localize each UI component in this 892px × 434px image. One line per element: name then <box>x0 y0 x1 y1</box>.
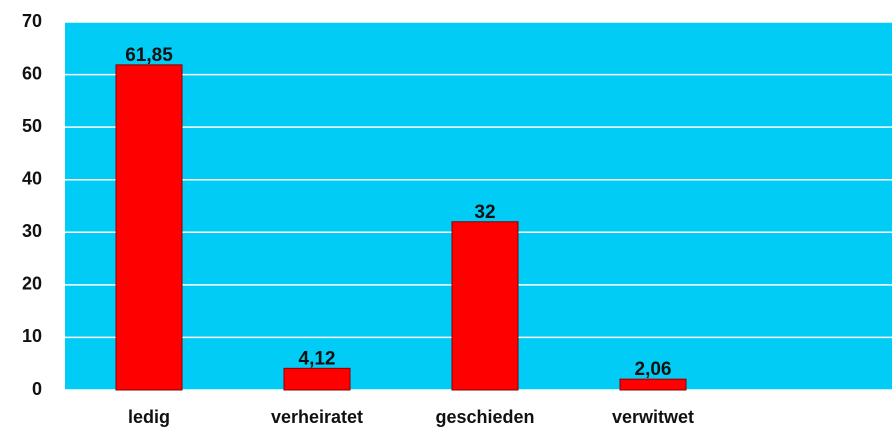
x-tick-label: ledig <box>128 407 170 427</box>
y-tick-label: 70 <box>22 11 42 31</box>
y-tick-label: 20 <box>22 274 42 294</box>
y-tick-label: 30 <box>22 221 42 241</box>
value-label: 2,06 <box>635 359 672 380</box>
x-tick-label: verheiratet <box>271 407 363 427</box>
y-tick-label: 0 <box>32 379 42 399</box>
y-tick-label: 60 <box>22 63 42 83</box>
bar <box>451 221 519 391</box>
bar <box>283 367 351 391</box>
x-tick-label: geschieden <box>435 407 534 427</box>
y-tick-label: 50 <box>22 116 42 136</box>
y-tick-label: 10 <box>22 326 42 346</box>
value-label: 4,12 <box>299 348 336 369</box>
bar <box>115 64 183 391</box>
y-tick-label: 40 <box>22 168 42 188</box>
x-tick-label: verwitwet <box>612 407 694 427</box>
bar <box>619 378 687 391</box>
value-label: 61,85 <box>125 45 173 66</box>
value-label: 32 <box>474 202 495 223</box>
